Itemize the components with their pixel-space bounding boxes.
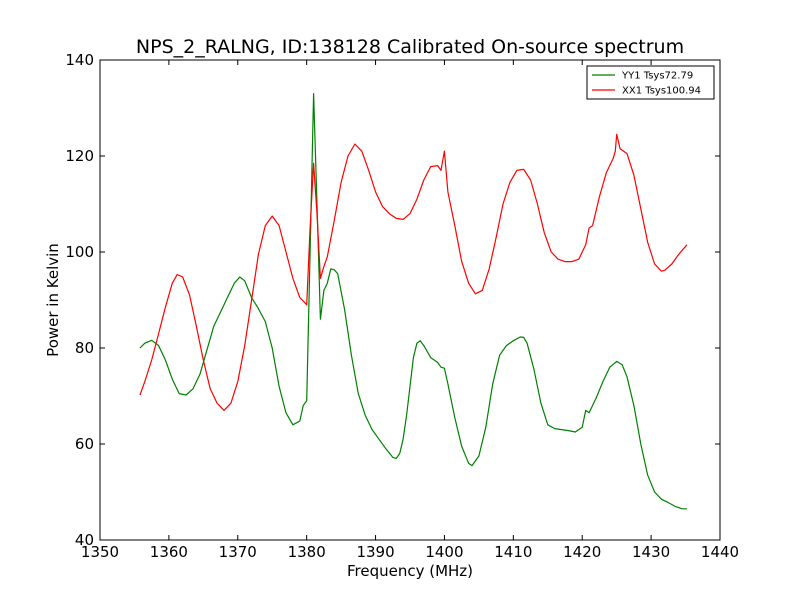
- x-tick-label-2: 1370: [219, 543, 257, 561]
- y-tick-label-2: 80: [75, 339, 94, 357]
- axis-ticks-layer: 1350 1360 1370 1380 1390 1400 1410 1420 1430 1440…: [65, 51, 739, 561]
- x-tick-label-9: 1440: [701, 543, 739, 561]
- x-tick-label-3: 1380: [288, 543, 326, 561]
- legend-box: [586, 65, 715, 100]
- x-tick-label-1: 1360: [150, 543, 188, 561]
- y-tick-label-0: 40: [75, 531, 94, 549]
- x-tick-label-0: 1350: [81, 543, 119, 561]
- y-tick-label-3: 100: [65, 243, 94, 261]
- x-axis-label: Frequency (MHz): [347, 562, 473, 580]
- x-tick-label-5: 1400: [425, 543, 463, 561]
- y-axis-label: Power in Kelvin: [44, 243, 62, 357]
- legend-label-0: YY1 Tsys72.79: [621, 71, 693, 82]
- series-line-0: [139, 93, 687, 510]
- legend: YY1 Tsys72.79 XX1 Tsys100.94: [586, 65, 715, 100]
- x-tick-label-4: 1390: [356, 543, 394, 561]
- series-line-1: [139, 133, 688, 411]
- x-tick-label-7: 1420: [563, 543, 601, 561]
- y-tick-label-4: 120: [65, 147, 94, 165]
- x-tick-label-6: 1410: [494, 543, 532, 561]
- y-tick-label-1: 60: [75, 435, 94, 453]
- plot-series-layer: [139, 93, 688, 510]
- x-tick-label-8: 1430: [632, 543, 670, 561]
- legend-label-1: XX1 Tsys100.94: [622, 86, 701, 97]
- chart-title: NPS_2_RALNG, ID:138128 Calibrated On-sou…: [136, 36, 684, 58]
- y-tick-label-5: 140: [65, 51, 94, 69]
- plot-frame: [99, 59, 721, 541]
